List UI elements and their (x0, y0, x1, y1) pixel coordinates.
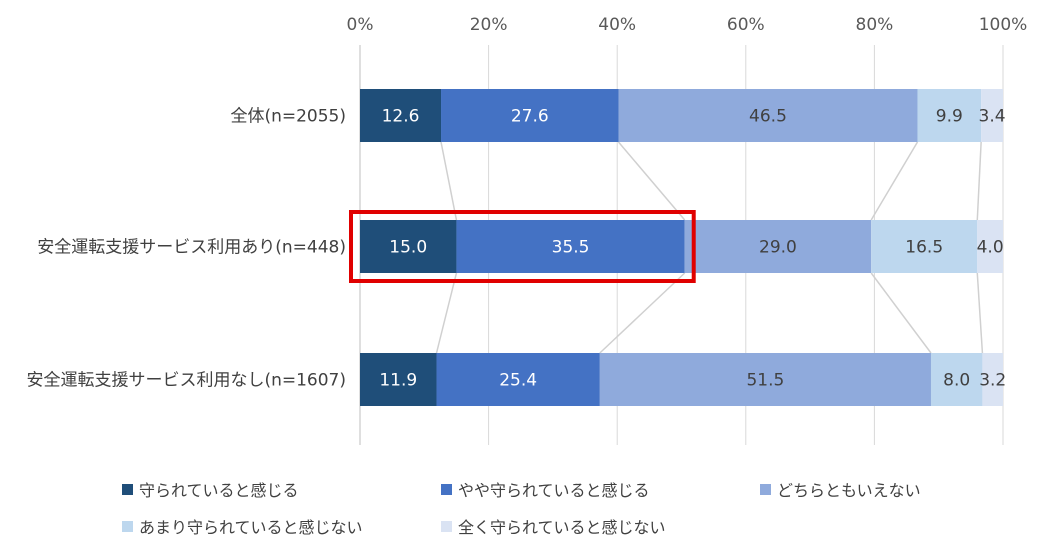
series-connector-line (435, 272, 458, 354)
data-label: 3.2 (979, 371, 1006, 391)
data-label: 27.6 (511, 107, 549, 127)
data-label: 4.0 (977, 238, 1004, 258)
bar-segment (981, 89, 1003, 142)
highlight-box (349, 210, 696, 283)
data-label: 12.6 (382, 107, 420, 127)
x-tick-label: 40% (598, 15, 636, 35)
data-label: 9.9 (936, 107, 963, 127)
series-connector-line (870, 272, 932, 354)
highlight-layer (349, 210, 696, 283)
x-tick-label: 20% (470, 15, 508, 35)
category-label: 安全運転支援サービス利用あり(n=448) (37, 238, 346, 258)
data-label: 3.4 (979, 107, 1006, 127)
label-layer: 全体(n=2055) 12.6 27.6 46.5 9.9 3.4 安全運転支援サービス利用… (26, 107, 1006, 391)
data-label: 25.4 (499, 371, 537, 391)
data-label: 15.0 (389, 238, 427, 258)
data-label: 8.0 (943, 371, 970, 391)
series-connector-line (976, 272, 984, 354)
data-label: 46.5 (749, 107, 787, 127)
bar-segment (436, 353, 600, 406)
bar-segment (982, 353, 1003, 406)
bar-segment (930, 353, 983, 406)
data-label: 29.0 (759, 238, 797, 258)
category-label: 全体(n=2055) (230, 107, 346, 127)
series-connector-line (599, 272, 686, 354)
series-connector-line (617, 141, 686, 221)
bar-layer (360, 89, 1003, 406)
bar-segment (977, 220, 1003, 273)
x-tick-label: 100% (979, 15, 1028, 35)
series-connector-line (976, 141, 982, 221)
connector-layer (435, 141, 984, 354)
data-label: 51.5 (746, 371, 784, 391)
x-tick-label: 80% (856, 15, 894, 35)
bar-segment (618, 89, 918, 142)
bar-segment (441, 89, 619, 142)
data-label: 11.9 (379, 371, 417, 391)
bar-segment (456, 220, 685, 273)
bar-segment (360, 220, 457, 273)
bar-segment (360, 353, 437, 406)
x-tick-label: 60% (727, 15, 765, 35)
category-label: 安全運転支援サービス利用なし(n=1607) (26, 371, 346, 391)
data-label: 16.5 (905, 238, 943, 258)
series-connector-line (440, 141, 458, 221)
bar-segment (599, 353, 931, 406)
series-connector-line (870, 141, 919, 221)
bar-segment (360, 89, 442, 142)
bar-segment (871, 220, 978, 273)
bar-segment (917, 89, 982, 142)
bar-segment (684, 220, 872, 273)
data-label: 35.5 (552, 238, 590, 258)
x-tick-label: 0% (347, 15, 374, 35)
